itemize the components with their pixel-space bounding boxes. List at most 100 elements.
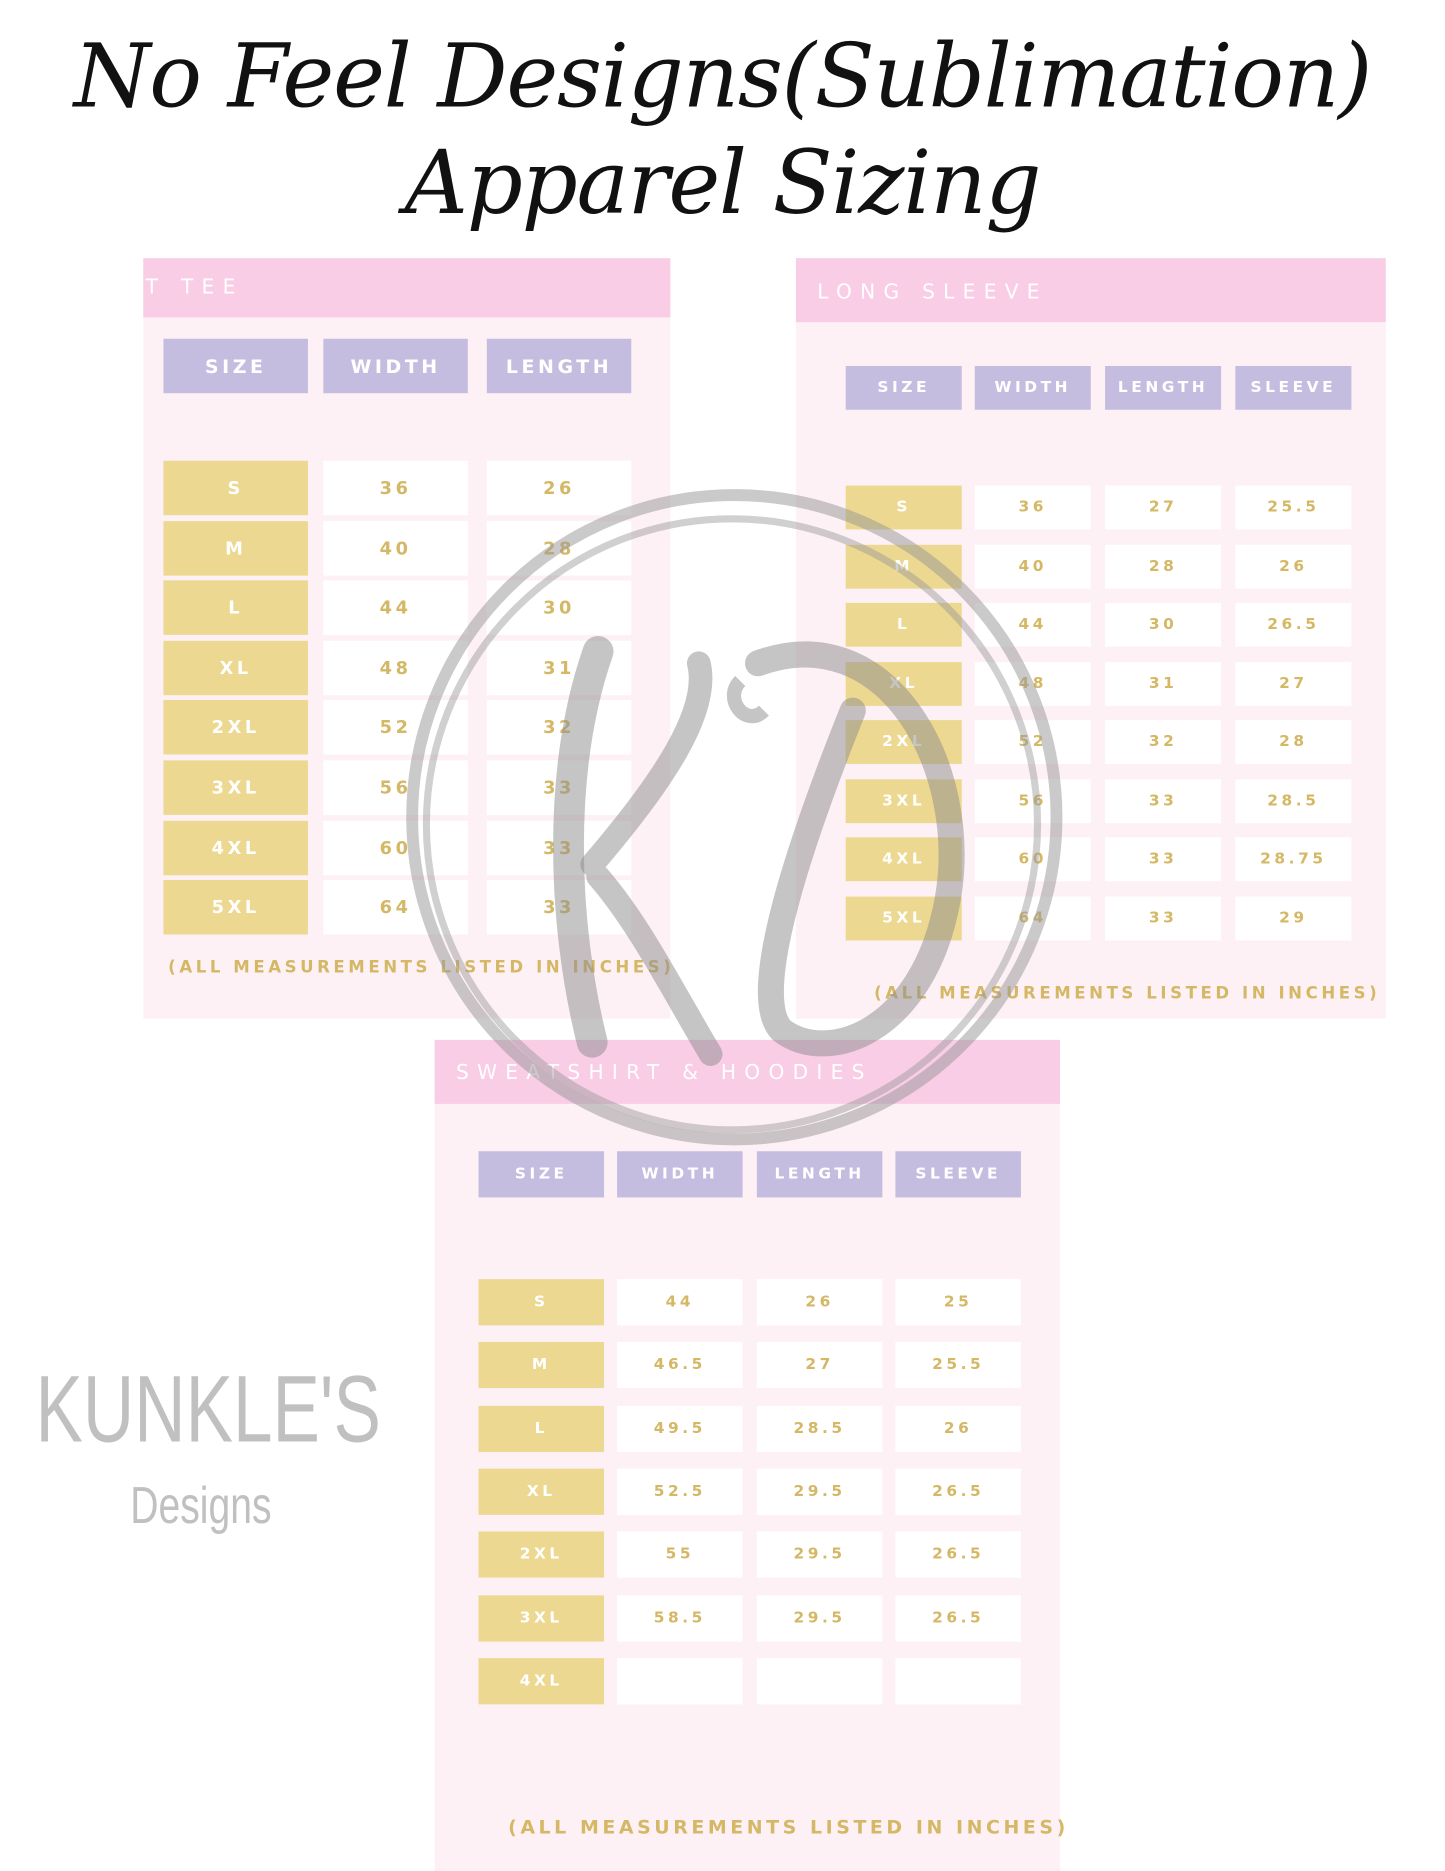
size-cell: 5XL (845, 895, 962, 940)
sweatshirt-size-chart: SWEATSHIRT & HOODIES SIZE WIDTH LENGTH SLEE… (434, 1039, 1065, 1871)
measurement-cell: 36 (974, 485, 1091, 530)
size-cell: 5XL (163, 880, 308, 935)
measurement-cell: 36 (323, 460, 468, 516)
column-header-width: WIDTH (617, 1151, 743, 1198)
measurement-cell: 29.5 (756, 1594, 883, 1641)
column-header-size: SIZE (163, 338, 308, 394)
measurement-cell: 40 (323, 520, 468, 576)
size-cell: XL (478, 1468, 605, 1515)
column-header-sleeve: SLEEVE (895, 1151, 1021, 1198)
measurement-cell: 28 (1105, 544, 1222, 589)
measurement-cell: 29.5 (756, 1531, 883, 1578)
measurement-cell: 30 (486, 580, 632, 636)
measurement-cell: 25.5 (1235, 485, 1352, 530)
tee-size-chart: T TEE SIZE WIDTH LENGTH S 36 26 M 40 28 L 44 30 XL 48… (143, 258, 671, 1019)
measurement-cell: 46.5 (617, 1342, 743, 1389)
measurement-cell: 28.5 (756, 1405, 883, 1452)
measurement-cell: 31 (1105, 661, 1222, 706)
measurement-cell: 44 (617, 1279, 743, 1326)
measurement-cell: 27 (756, 1342, 883, 1389)
size-cell: XL (845, 661, 962, 706)
title-line-1: No Feel Designs(Sublimation) (73, 26, 1373, 128)
size-cell: L (478, 1405, 605, 1452)
size-cell: S (163, 460, 308, 516)
size-cell: 4XL (478, 1657, 605, 1705)
size-cell: 3XL (845, 778, 962, 823)
measurement-cell: 32 (486, 700, 632, 755)
size-cell: M (163, 520, 308, 576)
measurement-cell: 64 (323, 880, 468, 935)
measurement-cell: 48 (323, 640, 468, 696)
title-line-2: Apparel Sizing (404, 132, 1042, 235)
measurement-cell: 32 (1105, 720, 1222, 764)
measurement-note: (ALL MEASUREMENTS LISTED IN INCHES) (874, 984, 1381, 1004)
measurement-cell: 33 (486, 820, 632, 875)
size-cell: M (845, 544, 962, 589)
measurement-cell (895, 1657, 1021, 1705)
measurement-cell: 44 (323, 580, 468, 636)
column-header-size: SIZE (845, 365, 962, 410)
size-cell: S (845, 485, 962, 530)
measurement-cell: 26.5 (1235, 602, 1352, 647)
measurement-cell: 27 (1105, 485, 1222, 530)
measurement-cell (756, 1657, 883, 1705)
measurement-cell: 52 (974, 720, 1091, 764)
watermark-brand: KUNKLE'S (35, 1356, 381, 1462)
measurement-cell: 33 (486, 760, 632, 815)
size-cell: 2XL (478, 1531, 605, 1578)
measurement-cell: 44 (974, 602, 1091, 647)
measurement-cell: 26.5 (895, 1594, 1021, 1641)
measurement-cell: 49.5 (617, 1405, 743, 1452)
long-sleeve-title-band: LONG SLEEVE (795, 258, 1386, 323)
measurement-cell: 27 (1235, 661, 1352, 706)
measurement-note: (ALL MEASUREMENTS LISTED IN INCHES) (508, 1815, 1069, 1839)
measurement-cell: 33 (1105, 895, 1222, 940)
measurement-cell: 52 (323, 700, 468, 755)
column-header-width: WIDTH (323, 338, 468, 394)
measurement-cell: 28 (486, 520, 632, 576)
size-cell: 2XL (845, 720, 962, 764)
measurement-cell: 28.75 (1235, 837, 1352, 882)
size-cell: 4XL (845, 837, 962, 882)
size-cell: L (845, 602, 962, 647)
measurement-cell: 28 (1235, 720, 1352, 764)
measurement-cell: 25.5 (895, 1342, 1021, 1389)
measurement-cell: 28.5 (1235, 778, 1352, 823)
measurement-cell: 58.5 (617, 1594, 743, 1641)
measurement-cell: 52.5 (617, 1468, 743, 1515)
column-header-size: SIZE (478, 1151, 605, 1198)
column-header-length: LENGTH (1105, 365, 1222, 410)
size-cell: S (478, 1279, 605, 1326)
tee-title: T TEE (145, 275, 244, 300)
sweatshirt-title-band: SWEATSHIRT & HOODIES (434, 1039, 1061, 1104)
measurement-cell: 26 (756, 1279, 883, 1326)
measurement-cell: 29.5 (756, 1468, 883, 1515)
measurement-cell: 40 (974, 544, 1091, 589)
measurement-cell: 31 (486, 640, 632, 696)
measurement-cell (617, 1657, 743, 1705)
tee-title-band: T TEE (143, 258, 671, 318)
measurement-cell: 48 (974, 661, 1091, 706)
measurement-cell: 26.5 (895, 1468, 1021, 1515)
watermark-sub: Designs (130, 1476, 272, 1535)
long-sleeve-title: LONG SLEEVE (817, 280, 1048, 305)
measurement-cell: 64 (974, 895, 1091, 940)
column-header-length: LENGTH (756, 1151, 883, 1198)
sweatshirt-title: SWEATSHIRT & HOODIES (455, 1061, 873, 1085)
measurement-cell: 33 (1105, 778, 1222, 823)
measurement-cell: 33 (1105, 837, 1222, 882)
measurement-cell: 29 (1235, 895, 1352, 940)
measurement-cell: 26 (895, 1405, 1021, 1452)
measurement-cell: 60 (974, 837, 1091, 882)
measurement-cell: 60 (323, 820, 468, 875)
size-cell: 3XL (478, 1594, 605, 1641)
column-header-sleeve: SLEEVE (1235, 365, 1352, 410)
column-header-width: WIDTH (974, 365, 1091, 410)
measurement-cell: 33 (486, 880, 632, 935)
size-cell: XL (163, 640, 308, 696)
long-sleeve-size-chart: LONG SLEEVE SIZE WIDTH LENGTH SLEEVE S 36 27 25… (795, 258, 1386, 1019)
size-cell: L (163, 580, 308, 636)
measurement-cell: 56 (323, 760, 468, 815)
column-header-length: LENGTH (486, 338, 632, 394)
